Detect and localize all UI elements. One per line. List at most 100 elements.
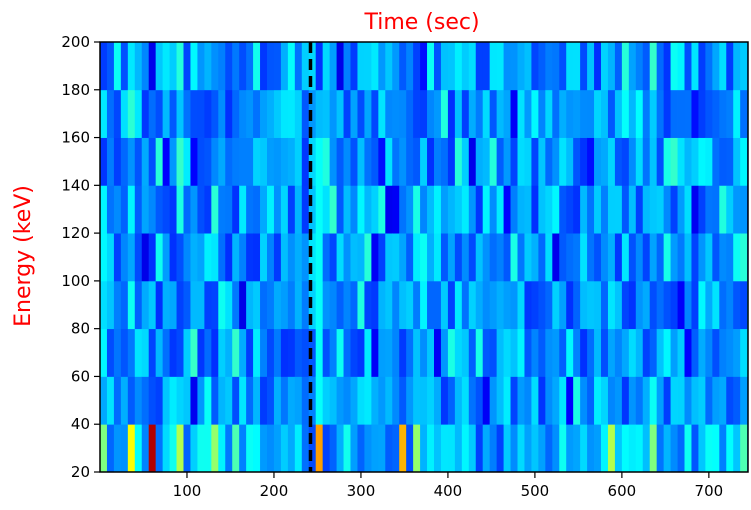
heatmap-cell [197,42,205,91]
heatmap-cell [406,280,414,330]
heatmap-cell [566,233,574,282]
heatmap-cell [329,280,337,330]
heatmap-cell [420,376,428,425]
heatmap-cell [434,42,442,91]
heatmap-cell [169,42,177,91]
heatmap-cell [141,280,150,330]
heatmap-cell [294,233,303,282]
heatmap-cell [148,376,157,425]
heatmap-cell [162,328,170,377]
heatmap-cell [204,376,212,425]
heatmap-cell [246,137,254,186]
heatmap-cell [587,185,595,234]
heatmap-cell [566,89,574,138]
heatmap-cell [580,89,588,138]
heatmap-cell [343,137,351,186]
heatmap-cell [733,137,741,186]
heatmap-cell [100,280,108,330]
heatmap-cell [440,424,449,473]
heatmap-cell [740,424,748,473]
heatmap-cell [253,328,261,377]
heatmap-cell [545,280,553,330]
heatmap-cell [100,137,108,186]
heatmap-cell [218,137,226,186]
heatmap-cell [218,42,226,91]
heatmap-cell [308,137,317,186]
heatmap-cell [127,280,136,330]
heatmap-cell [253,137,261,186]
y-tick-label: 20 [71,463,90,481]
heatmap-cell [719,233,727,282]
heatmap-cell [204,137,212,186]
heatmap-cell [524,424,532,473]
heatmap-cell [260,42,268,91]
heatmap-cell [670,89,678,138]
heatmap-cell [225,376,233,425]
heatmap-cell [218,280,226,330]
heatmap-cell [440,42,449,91]
heatmap-cell [343,89,351,138]
heatmap-cell [649,233,658,282]
heatmap-cell [580,42,588,91]
heatmap-cell [287,185,296,234]
heatmap-cell [273,185,282,234]
heatmap-cell [287,376,296,425]
heatmap-cell [434,376,442,425]
heatmap-cell [447,185,456,234]
heatmap-cell [350,89,358,138]
y-tick-label: 180 [61,81,90,99]
heatmap-cell [343,376,351,425]
heatmap-cell [253,424,261,473]
heatmap-cell [385,233,393,282]
heatmap-cell [649,137,658,186]
heatmap-cell [253,42,261,91]
heatmap-cell [614,185,623,234]
heatmap-cell [267,280,275,330]
heatmap-cell [552,280,560,330]
heatmap-cell [656,185,665,234]
heatmap-cell [169,424,177,473]
heatmap-cell [176,233,184,282]
heatmap-cell [733,89,741,138]
heatmap-cell [336,137,344,186]
heatmap-cell [677,328,685,377]
heatmap-cell [531,89,539,138]
heatmap-cell [183,137,191,186]
heatmap-cell [280,280,289,330]
heatmap-cell [677,424,685,473]
heatmap-cell [343,280,351,330]
heatmap-cell [607,376,616,425]
heatmap-cell [413,137,421,186]
heatmap-cell [162,233,170,282]
heatmap-cell [267,89,275,138]
heatmap-cell [482,89,491,138]
heatmap-cell [559,328,567,377]
heatmap-cell [378,233,386,282]
heatmap-cell [232,280,240,330]
heatmap-cell [211,233,219,282]
heatmap-cell [260,376,268,425]
heatmap-cell [155,280,164,330]
heatmap-cell [267,376,275,425]
heatmap-cell [190,233,198,282]
heatmap-cell [322,328,331,377]
heatmap-cell [100,424,108,473]
heatmap-cell [559,424,567,473]
heatmap-cell [190,137,198,186]
heatmap-cell [719,42,727,91]
heatmap-cell [726,89,734,138]
heatmap-cell [663,376,671,425]
heatmap-cell [315,280,324,330]
heatmap-cell [454,280,463,330]
heatmap-cell [628,424,637,473]
heatmap-cell [406,137,414,186]
heatmap-cell [621,89,630,138]
heatmap-cell [253,233,261,282]
heatmap-cell [719,185,727,234]
heatmap-cell [740,233,748,282]
heatmap-cell [545,185,553,234]
heatmap-cell [399,233,407,282]
heatmap-cell [127,376,136,425]
heatmap-cell [273,376,282,425]
heatmap-cell [705,185,713,234]
